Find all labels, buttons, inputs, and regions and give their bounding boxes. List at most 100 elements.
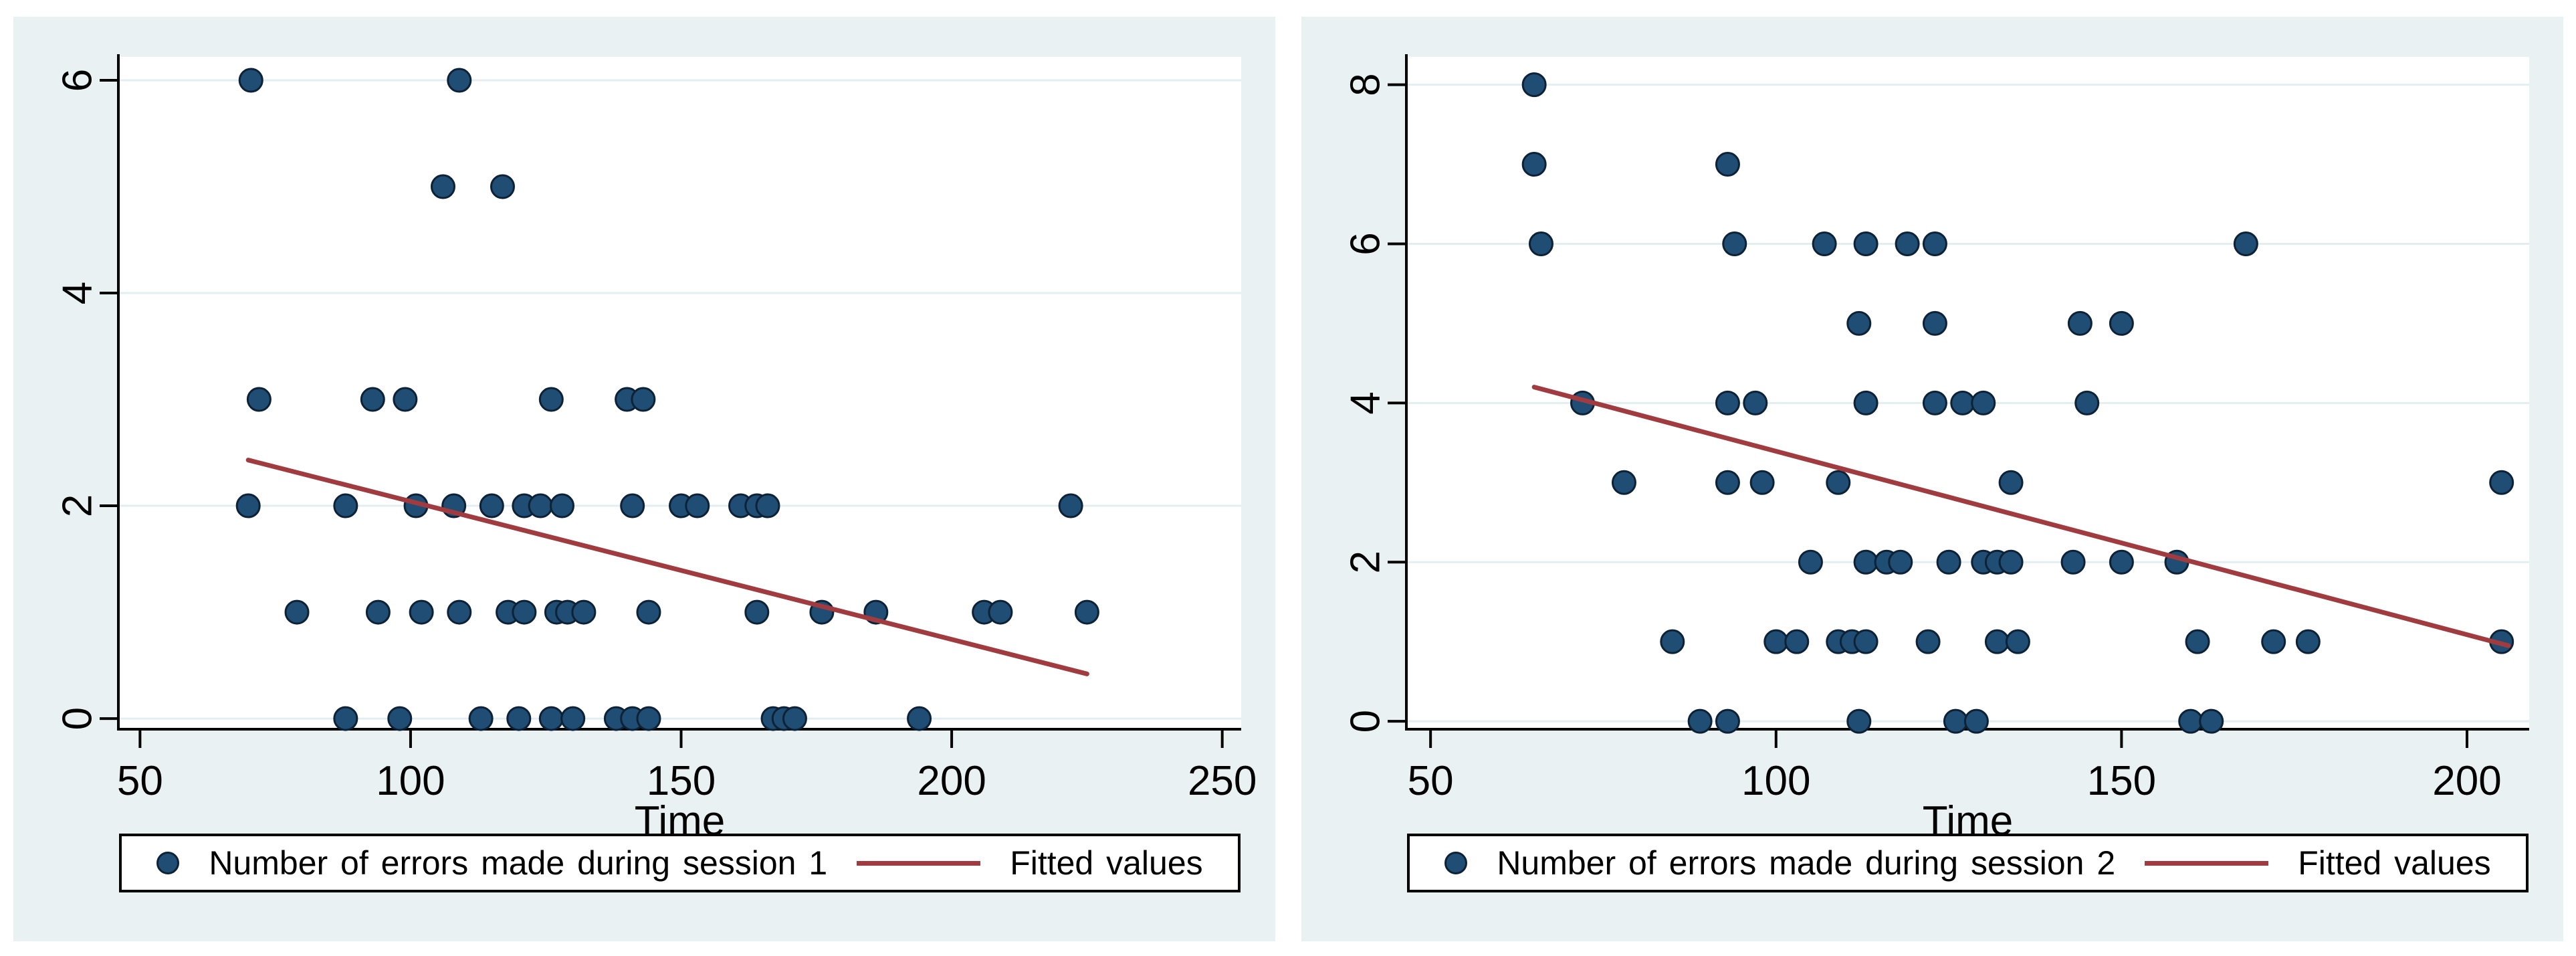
data-point bbox=[1743, 390, 1768, 415]
data-point bbox=[468, 706, 494, 731]
data-point bbox=[2067, 310, 2092, 336]
data-point bbox=[538, 387, 564, 412]
data-point bbox=[284, 599, 310, 625]
legend-box: Number of errors made during session 1 F… bbox=[119, 834, 1241, 892]
data-point bbox=[1722, 231, 1747, 256]
data-point bbox=[1715, 390, 1740, 415]
data-point bbox=[333, 493, 358, 518]
y-tick-label: 2 bbox=[55, 494, 101, 517]
data-point bbox=[1058, 493, 1083, 518]
x-tick-label: 100 bbox=[1741, 758, 1810, 804]
legend-label-errors: Number of errors made during session 2 bbox=[1497, 844, 2116, 882]
scatter-marker-icon bbox=[156, 852, 180, 874]
data-point bbox=[1749, 470, 1775, 495]
fitted-line bbox=[245, 458, 1089, 676]
data-point bbox=[907, 706, 932, 731]
data-point bbox=[2199, 708, 2224, 734]
legend-session-2: Number of errors made during session 2 F… bbox=[1406, 834, 2529, 892]
y-tick-label: 6 bbox=[55, 69, 101, 92]
scatter-marker-icon bbox=[1444, 852, 1468, 874]
data-point bbox=[1846, 310, 1872, 336]
data-point bbox=[1715, 152, 1740, 177]
data-point bbox=[1998, 549, 2024, 575]
data-point bbox=[246, 387, 272, 412]
data-point bbox=[1715, 470, 1740, 495]
data-point bbox=[1715, 708, 1740, 734]
data-point bbox=[988, 599, 1013, 625]
data-point bbox=[1888, 549, 1913, 575]
fitted-line-swatch-icon bbox=[857, 860, 981, 866]
data-point bbox=[1963, 708, 1989, 734]
data-point bbox=[2489, 470, 2514, 495]
y-tick-label: 4 bbox=[55, 282, 101, 304]
data-point bbox=[1984, 629, 2010, 654]
x-tick-label: 200 bbox=[2432, 758, 2501, 804]
legend-label-fitted: Fitted values bbox=[1010, 844, 1203, 882]
data-point bbox=[393, 387, 418, 412]
data-point bbox=[1853, 231, 1879, 256]
data-point bbox=[1687, 708, 1713, 734]
data-point bbox=[1074, 599, 1099, 625]
data-point bbox=[1895, 231, 1920, 256]
x-tick-label: 150 bbox=[2087, 758, 2156, 804]
data-point bbox=[2185, 629, 2210, 654]
data-point bbox=[1936, 549, 1961, 575]
data-point bbox=[238, 68, 263, 93]
data-point bbox=[447, 68, 472, 93]
data-point bbox=[333, 706, 358, 731]
figure-session-2: 0 2 4 6 8 50 100 150 200 Time Number of errors ma… bbox=[1288, 0, 2576, 956]
data-point bbox=[538, 706, 564, 731]
x-tick-label: 250 bbox=[1188, 758, 1257, 804]
x-tick-label: 50 bbox=[117, 758, 163, 804]
data-point bbox=[1922, 390, 1947, 415]
data-point bbox=[528, 493, 553, 518]
data-point bbox=[1971, 390, 1996, 415]
data-point bbox=[1915, 629, 1941, 654]
y-tick-label: 6 bbox=[1343, 232, 1389, 255]
data-point bbox=[2178, 708, 2204, 734]
x-tick-label: 100 bbox=[376, 758, 445, 804]
data-point bbox=[1998, 470, 2024, 495]
data-point bbox=[1784, 629, 1810, 654]
data-point bbox=[447, 599, 472, 625]
plot-area bbox=[118, 57, 1241, 729]
data-point bbox=[636, 599, 661, 625]
data-point bbox=[1521, 152, 1547, 177]
data-point bbox=[620, 493, 645, 518]
legend-label-errors: Number of errors made during session 1 bbox=[209, 844, 828, 882]
figure-session-1: 0 2 4 6 50 100 150 200 250 Time Number of errors … bbox=[13, 17, 1275, 941]
data-point bbox=[685, 493, 710, 518]
data-point bbox=[479, 493, 504, 518]
data-point bbox=[1853, 629, 1879, 654]
data-point bbox=[512, 599, 537, 625]
data-point bbox=[2295, 629, 2321, 654]
data-point bbox=[782, 706, 807, 731]
data-point bbox=[360, 387, 385, 412]
x-tick-label: 200 bbox=[917, 758, 986, 804]
data-point bbox=[1826, 470, 1851, 495]
data-point bbox=[1528, 231, 1553, 256]
data-point bbox=[2261, 629, 2286, 654]
legend-label-fitted: Fitted values bbox=[2298, 844, 2491, 882]
data-point bbox=[755, 493, 780, 518]
data-point bbox=[409, 599, 434, 625]
data-point bbox=[2074, 390, 2100, 415]
data-point bbox=[744, 599, 770, 625]
data-point bbox=[2060, 549, 2086, 575]
data-point bbox=[235, 493, 261, 518]
fitted-line bbox=[1531, 385, 2511, 648]
data-point bbox=[2109, 310, 2134, 336]
data-point bbox=[1922, 310, 1947, 336]
y-tick-label: 0 bbox=[1343, 710, 1389, 733]
data-point bbox=[1763, 629, 1789, 654]
data-point bbox=[365, 599, 391, 625]
y-tick-label: 2 bbox=[1343, 551, 1389, 573]
data-point bbox=[1922, 231, 1947, 256]
data-point bbox=[2005, 629, 2030, 654]
data-point bbox=[387, 706, 413, 731]
data-point bbox=[560, 706, 586, 731]
data-point bbox=[506, 706, 532, 731]
data-point bbox=[631, 387, 656, 412]
